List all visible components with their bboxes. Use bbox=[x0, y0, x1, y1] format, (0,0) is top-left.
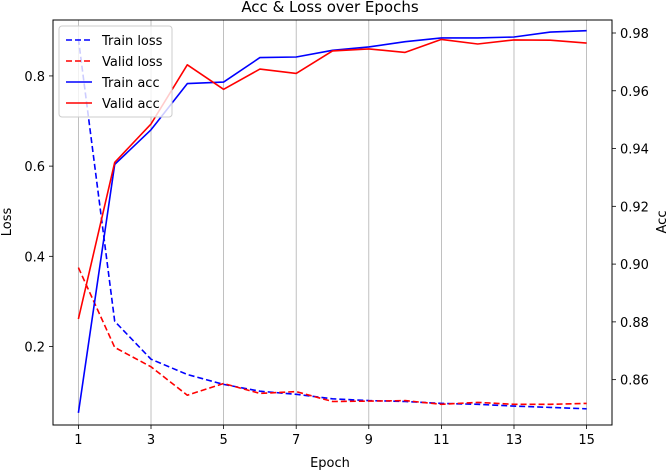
x-tick-label: 15 bbox=[578, 433, 595, 448]
x-tick-label: 9 bbox=[365, 433, 373, 448]
legend: Train loss Valid loss Train acc Valid acc bbox=[58, 25, 173, 118]
y-axis-right: 0.86 0.88 0.90 0.92 0.94 0.96 0.98 bbox=[612, 27, 649, 389]
y-right-tick-label: 0.90 bbox=[620, 258, 649, 273]
x-axis-title: Epoch bbox=[310, 456, 350, 470]
legend-label: Valid loss bbox=[102, 55, 163, 70]
series-line-2 bbox=[77, 267, 587, 406]
y-right-tick-label: 0.92 bbox=[620, 200, 649, 215]
legend-label: Train loss bbox=[101, 34, 163, 49]
y-right-tick-label: 0.86 bbox=[620, 374, 649, 389]
x-tick-label: 7 bbox=[292, 433, 300, 448]
y-axis-right-title: Acc bbox=[655, 211, 670, 234]
y-right-tick-label: 0.98 bbox=[620, 27, 649, 42]
series-line-1 bbox=[77, 38, 587, 410]
plot-frame bbox=[52, 19, 613, 426]
y-left-tick-label: 0.2 bbox=[24, 341, 45, 356]
y-right-tick-label: 0.96 bbox=[620, 85, 649, 100]
x-tick-label: 3 bbox=[147, 433, 155, 448]
y-right-tick-label: 0.94 bbox=[620, 143, 649, 158]
x-tick-label: 11 bbox=[433, 433, 450, 448]
x-tick-label: 1 bbox=[74, 433, 82, 448]
x-tick-label: 5 bbox=[219, 433, 227, 448]
y-axis-left-title: Loss bbox=[0, 208, 15, 237]
y-left-tick-label: 0.6 bbox=[24, 160, 45, 175]
x-axis: 1 3 5 7 9 11 13 15 bbox=[74, 425, 595, 448]
legend-label: Train acc bbox=[101, 76, 160, 91]
y-right-tick-label: 0.88 bbox=[620, 316, 649, 331]
y-axis-left: 0.2 0.4 0.6 0.8 bbox=[24, 70, 53, 356]
y-left-tick-label: 0.4 bbox=[24, 250, 45, 265]
y-left-tick-label: 0.8 bbox=[24, 70, 45, 85]
x-tick-label: 13 bbox=[506, 433, 523, 448]
legend-box bbox=[58, 25, 173, 118]
chart-title: Acc & Loss over Epochs bbox=[241, 0, 419, 16]
legend-label: Valid acc bbox=[102, 97, 160, 112]
